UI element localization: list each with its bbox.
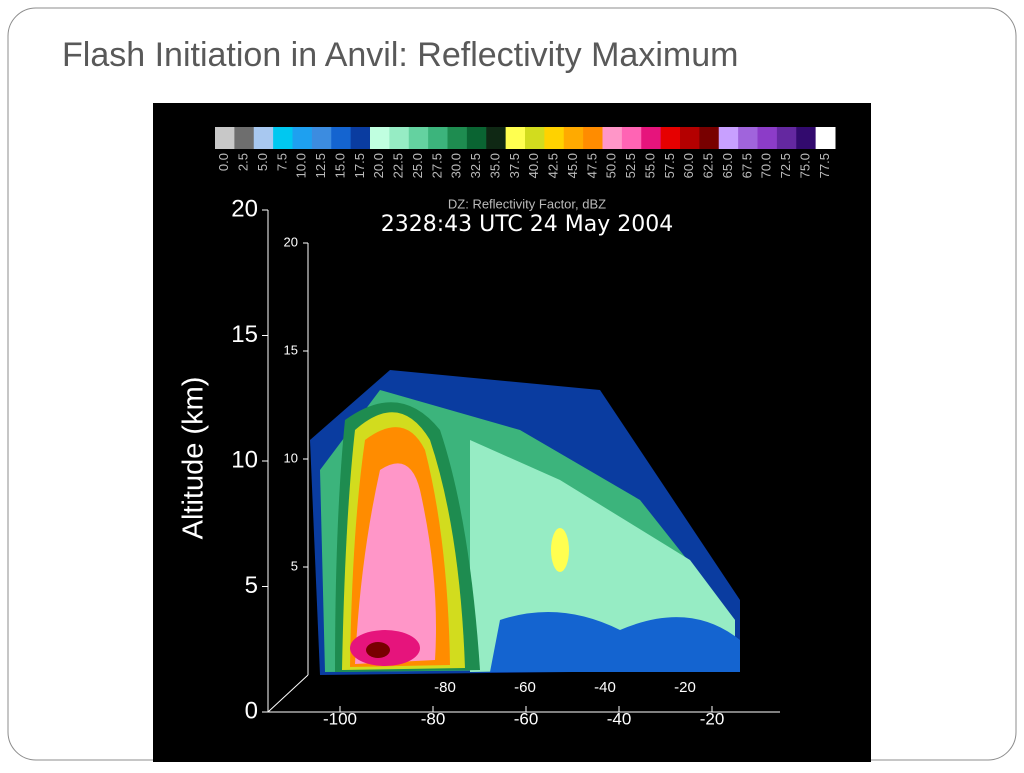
y-tick-label: 15 bbox=[231, 321, 258, 348]
inner-x-tick-label: -80 bbox=[434, 679, 456, 696]
colorbar-cell bbox=[428, 127, 448, 149]
timestamp: 2328:43 UTC 24 May 2004 bbox=[381, 212, 673, 237]
x-tick-label: -40 bbox=[607, 709, 632, 728]
colorbar-tick-label: 50.0 bbox=[604, 153, 619, 178]
colorbar-cell bbox=[234, 127, 255, 149]
colorbar-cell bbox=[370, 127, 390, 149]
x-tick-label: -100 bbox=[323, 709, 357, 728]
colorbar-tick-label: 22.5 bbox=[391, 153, 406, 178]
colorbar-cell bbox=[738, 127, 758, 149]
colorbar-tick-label: 30.0 bbox=[449, 153, 464, 178]
anvil-max bbox=[551, 528, 569, 572]
colorbar-tick-label: 25.0 bbox=[410, 153, 425, 178]
colorbar-cell bbox=[350, 127, 371, 149]
colorbar-cell bbox=[292, 127, 313, 149]
colorbar-cell bbox=[699, 127, 720, 149]
colorbar-tick-label: 70.0 bbox=[759, 153, 774, 178]
colorbar-tick-label: 35.0 bbox=[487, 153, 502, 178]
colorbar-cell bbox=[447, 127, 468, 149]
colorbar-tick-label: 65.0 bbox=[720, 153, 735, 178]
echo-low bbox=[490, 612, 740, 672]
colorbar-tick-label: 40.0 bbox=[526, 153, 541, 178]
colorbar-cell bbox=[563, 127, 584, 149]
colorbar-tick-label: 27.5 bbox=[429, 153, 444, 178]
colorbar-cell bbox=[776, 127, 797, 149]
colorbar-cell bbox=[544, 127, 565, 149]
echo-core-pink bbox=[355, 463, 436, 664]
inner-y-tick-label: 5 bbox=[291, 558, 298, 573]
inner-y-tick-label: 20 bbox=[284, 234, 298, 249]
colorbar-label: DZ: Reflectivity Factor, dBZ bbox=[448, 196, 606, 211]
colorbar-cell bbox=[621, 127, 642, 149]
colorbar-tick-label: 5.0 bbox=[255, 153, 270, 171]
inner-y-tick-label: 10 bbox=[284, 450, 298, 465]
colorbar-cell bbox=[273, 127, 293, 149]
colorbar-tick-label: 7.5 bbox=[274, 153, 289, 171]
y-tick-label: 20 bbox=[231, 195, 258, 222]
slide-title: Flash Initiation in Anvil: Reflectivity … bbox=[62, 36, 738, 74]
colorbar-tick-label: 2.5 bbox=[236, 153, 251, 171]
colorbar-cell bbox=[486, 127, 507, 149]
colorbar-tick-label: 17.5 bbox=[352, 153, 367, 178]
colorbar-tick-label: 55.0 bbox=[642, 153, 657, 178]
echo-core-max bbox=[366, 642, 390, 658]
colorbar-tick-label: 32.5 bbox=[468, 153, 483, 178]
x-tick-label: -60 bbox=[514, 709, 539, 728]
colorbar-cell bbox=[331, 127, 352, 149]
y-axis-label: Altitude (km) bbox=[178, 377, 210, 540]
colorbar-cell bbox=[602, 127, 623, 149]
colorbar-tick-label: 57.5 bbox=[662, 153, 677, 178]
y-tick-label: 0 bbox=[245, 697, 258, 724]
colorbar-cell bbox=[408, 127, 429, 149]
colorbar-tick-label: 10.0 bbox=[294, 153, 309, 178]
inner-y-tick-label: 15 bbox=[284, 342, 298, 357]
colorbar-cell bbox=[815, 127, 836, 149]
colorbar-tick-label: 67.5 bbox=[739, 153, 754, 178]
colorbar-cell bbox=[583, 127, 603, 149]
colorbar-tick-label: 45.0 bbox=[565, 153, 580, 178]
colorbar-cell bbox=[718, 127, 739, 149]
inner-x-tick-label: -60 bbox=[514, 679, 536, 696]
x-tick-label: -80 bbox=[421, 709, 446, 728]
colorbar-tick-label: 75.0 bbox=[797, 153, 812, 178]
colorbar-cell bbox=[680, 127, 700, 149]
colorbar-cell bbox=[641, 127, 662, 149]
x-tick-label: -20 bbox=[700, 709, 725, 728]
colorbar-cell bbox=[757, 127, 778, 149]
y-tick-label: 5 bbox=[245, 572, 258, 599]
colorbar-tick-label: 37.5 bbox=[507, 153, 522, 178]
colorbar-tick-label: 60.0 bbox=[681, 153, 696, 178]
colorbar-cell bbox=[311, 127, 332, 149]
inner-x-tick-label: -40 bbox=[594, 679, 616, 696]
depth-axis bbox=[267, 674, 309, 713]
colorbar-cell bbox=[660, 127, 681, 149]
colorbar-tick-label: 0.0 bbox=[216, 153, 231, 171]
radar-image bbox=[310, 370, 740, 675]
colorbar-cell bbox=[525, 127, 545, 149]
colorbar-cell bbox=[389, 127, 410, 149]
colorbar-tick-label: 52.5 bbox=[623, 153, 638, 178]
colorbar-tick-label: 12.5 bbox=[313, 153, 328, 178]
colorbar-cell bbox=[215, 127, 235, 149]
y-tick-label: 10 bbox=[231, 446, 258, 473]
colorbar-cell bbox=[505, 127, 526, 149]
colorbar-cell bbox=[253, 127, 274, 149]
colorbar-tick-label: 47.5 bbox=[584, 153, 599, 178]
colorbar-cell bbox=[466, 127, 487, 149]
colorbar-tick-label: 77.5 bbox=[817, 153, 832, 178]
colorbar-tick-label: 42.5 bbox=[546, 153, 561, 178]
colorbar-tick-label: 62.5 bbox=[701, 153, 716, 178]
inner-x-tick-label: -20 bbox=[674, 679, 696, 696]
colorbar-tick-label: 15.0 bbox=[332, 153, 347, 178]
colorbar-tick-label: 20.0 bbox=[371, 153, 386, 178]
colorbar-tick-label: 72.5 bbox=[778, 153, 793, 178]
colorbar-cell bbox=[796, 127, 817, 149]
